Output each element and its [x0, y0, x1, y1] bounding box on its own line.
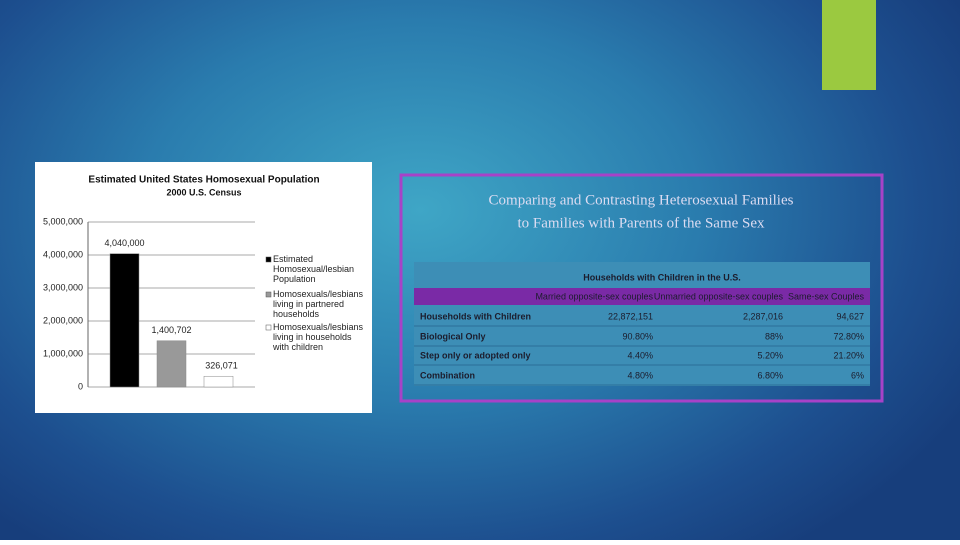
table-cell: 6%	[851, 370, 864, 380]
table-header: Same-sex Couples	[788, 291, 865, 301]
y-tick-label: 5,000,000	[43, 216, 83, 226]
table-cell: 94,627	[836, 311, 864, 321]
table-cell: 21.20%	[833, 350, 864, 360]
legend-swatch	[265, 291, 272, 298]
y-tick-label: 0	[78, 381, 83, 391]
bar	[109, 253, 140, 388]
table-row-label: Households with Children	[420, 311, 531, 321]
y-tick-label: 2,000,000	[43, 315, 83, 325]
table-header: Unmarried opposite-sex couples	[654, 291, 784, 301]
value-label: 1,400,702	[151, 325, 191, 335]
table-cell: 88%	[765, 331, 783, 341]
table-cell: 2,287,016	[743, 311, 783, 321]
chart-title: Estimated United States Homosexual Popul…	[88, 175, 319, 186]
table-title: Households with Children in the U.S.	[583, 272, 741, 282]
legend-label: Homosexuals/lesbians living in households…	[272, 322, 364, 352]
legend-swatch	[265, 256, 272, 263]
table-header-bg	[414, 288, 870, 305]
content-frame	[399, 173, 884, 403]
y-tick-label: 3,000,000	[43, 282, 83, 292]
legend-label: Estimated Homosexual/lesbian Population	[273, 254, 354, 284]
legend-swatch	[265, 324, 272, 331]
y-tick-label: 1,000,000	[43, 348, 83, 358]
table-cell: 4.80%	[627, 370, 653, 380]
table-cell: 6.80%	[757, 370, 783, 380]
accent-bar	[822, 0, 876, 90]
value-label: 4,040,000	[104, 238, 144, 248]
y-tick-label: 4,000,000	[43, 249, 83, 259]
slide-heading: to Families with Parents of the Same Sex	[517, 215, 765, 231]
bar	[156, 340, 187, 388]
table-row-label: Combination	[420, 370, 475, 380]
table-cell: 90.80%	[622, 331, 653, 341]
legend-label: Homosexuals/lesbians living in partnered h…	[273, 289, 364, 319]
table-cell: 22,872,151	[608, 311, 653, 321]
table-cell: 5.20%	[757, 350, 783, 360]
table-row-label: Biological Only	[420, 331, 486, 341]
slide-heading: Comparing and Contrasting Heterosexual F…	[489, 192, 794, 208]
table-cell: 4.40%	[627, 350, 653, 360]
table-row-label: Step only or adopted only	[420, 350, 531, 360]
value-label: 326,071	[205, 361, 238, 371]
table-header: Married opposite-sex couples	[535, 291, 653, 301]
bar	[203, 375, 234, 388]
chart-subtitle: 2000 U.S. Census	[166, 187, 241, 197]
table-cell: 72.80%	[833, 331, 864, 341]
